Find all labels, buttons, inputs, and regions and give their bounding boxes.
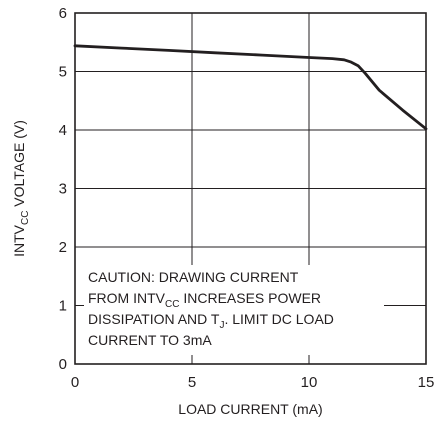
y-axis-label: INTVCC VOLTAGE (V) xyxy=(11,120,31,257)
y-tick-label: 1 xyxy=(59,298,67,315)
x-tick-labels: 0 5 10 15 xyxy=(71,374,435,391)
y-tick-label: 6 xyxy=(59,5,67,22)
x-tick-label: 5 xyxy=(188,374,196,391)
x-tick-label: 0 xyxy=(71,374,79,391)
y-tick-label: 2 xyxy=(59,239,67,256)
y-tick-label: 3 xyxy=(59,181,67,198)
annotation-line: CAUTION: DRAWING CURRENT xyxy=(88,269,299,285)
y-tick-label: 5 xyxy=(59,64,67,81)
series-line-intvcc-voltage xyxy=(73,44,428,131)
x-axis-label: LOAD CURRENT (mA) xyxy=(178,401,322,417)
annotation-caution: CAUTION: DRAWING CURRENT FROM INTVCC INCR… xyxy=(88,269,334,348)
x-tick-label: 15 xyxy=(418,374,435,391)
annotation-line: DISSIPATION AND TJ. LIMIT DC LOAD xyxy=(88,311,334,331)
annotation-background xyxy=(84,265,384,355)
annotation-line: CURRENT TO 3mA xyxy=(88,332,212,348)
y-tick-label: 0 xyxy=(59,356,67,373)
y-tick-label: 4 xyxy=(59,122,67,139)
y-tick-labels: 0 1 2 3 4 5 6 xyxy=(59,5,67,373)
annotation-line: FROM INTVCC INCREASES POWER xyxy=(88,290,321,310)
plot-frame xyxy=(74,12,427,365)
x-tick-label: 10 xyxy=(301,374,318,391)
